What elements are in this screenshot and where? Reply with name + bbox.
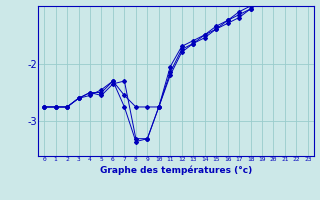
X-axis label: Graphe des températures (°c): Graphe des températures (°c) [100, 165, 252, 175]
